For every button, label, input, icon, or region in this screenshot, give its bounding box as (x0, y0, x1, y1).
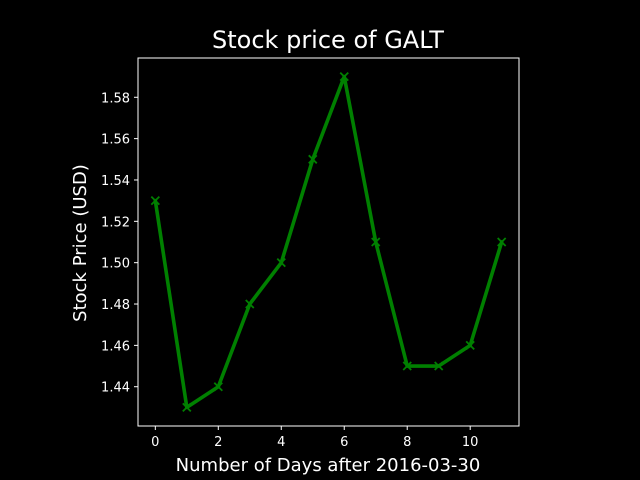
y-tick-label: 1.56 (101, 133, 130, 148)
y-tick-label: 1.54 (101, 174, 130, 189)
data-point-marker (465, 340, 475, 351)
data-point-marker (213, 382, 223, 392)
x-tick-label: 8 (403, 435, 411, 450)
data-point (245, 299, 255, 309)
data-point (497, 237, 507, 247)
y-tick-label: 1.44 (101, 381, 130, 396)
y-tick-label: 1.52 (101, 215, 130, 230)
data-point-marker (434, 361, 444, 371)
data-point (276, 258, 286, 268)
y-tick-label: 1.58 (101, 91, 130, 106)
data-point-marker (276, 258, 286, 268)
x-tick-label: 4 (277, 435, 285, 450)
data-point-marker (182, 402, 192, 413)
data-point (308, 154, 318, 164)
data-point (371, 237, 381, 247)
chart-title: Stock price of GALT (212, 26, 444, 54)
x-tick-label: 0 (151, 435, 159, 450)
y-axis-label: Stock Price (USD) (70, 164, 91, 322)
data-point-marker (245, 299, 255, 309)
data-point (434, 361, 444, 371)
x-tick-label: 2 (214, 435, 222, 450)
data-point (213, 382, 223, 392)
x-tick-label: 6 (340, 435, 348, 450)
data-point-marker (150, 196, 160, 206)
y-tick-label: 1.48 (101, 298, 130, 313)
data-point (150, 196, 160, 206)
data-point (402, 361, 412, 371)
x-tick-label: 10 (462, 435, 479, 450)
data-point (339, 71, 349, 82)
data-point (465, 340, 475, 351)
plot-area: 0 2 4 6 8 10 1.44 1.46 1.48 1.50 1.52 1.54 1.56 1.58 (101, 57, 520, 450)
y-tick-label: 1.46 (101, 339, 130, 354)
data-point-marker (371, 237, 381, 247)
y-tick-label: 1.50 (101, 257, 130, 272)
data-point (182, 402, 192, 413)
data-point-marker (497, 237, 507, 247)
data-point-marker (339, 71, 349, 82)
data-point-marker (308, 154, 318, 164)
x-axis-label: Number of Days after 2016-03-30 (176, 455, 481, 476)
series-line (153, 74, 504, 410)
data-point-marker (402, 361, 412, 371)
